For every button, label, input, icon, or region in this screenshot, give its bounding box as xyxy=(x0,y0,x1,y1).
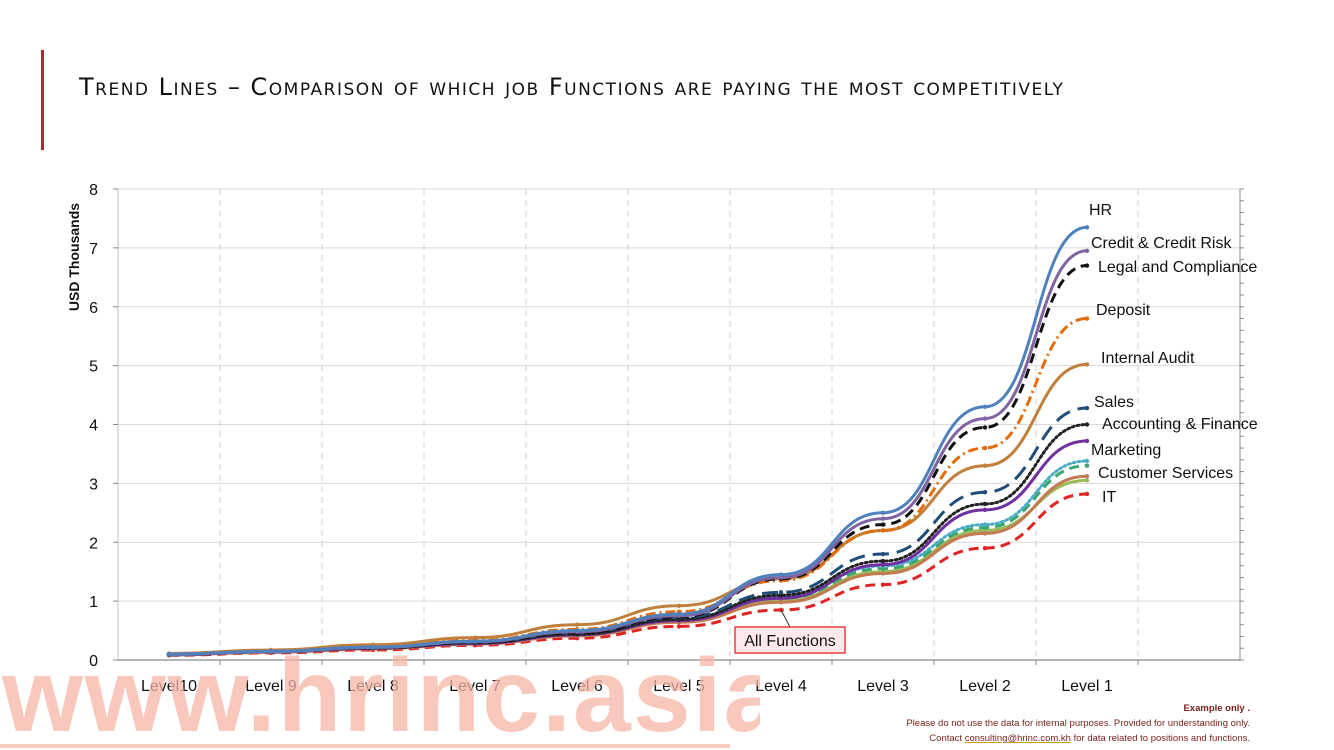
series-point xyxy=(982,522,988,527)
disclaimer-usage-note: Please do not use the data for internal … xyxy=(906,718,1250,729)
contact-email-link[interactable]: consulting@hrinc.com.kh xyxy=(964,733,1071,744)
series-point xyxy=(1084,405,1090,411)
contact-suffix: for data related to positions and functi… xyxy=(1070,733,1250,744)
series-point xyxy=(880,516,886,521)
series-end-label: Customer Services xyxy=(1098,465,1233,482)
callout-leader-line xyxy=(780,609,791,628)
series-point xyxy=(268,648,274,654)
series-point xyxy=(166,651,172,657)
y-tick-label: 2 xyxy=(89,535,98,552)
series-point xyxy=(370,644,376,650)
series-point xyxy=(1084,463,1090,468)
disclaimer-example-note: Example only . xyxy=(1183,703,1250,714)
tick-labels: 0 1 2 3 4 5 6 7 8 Level10 Level 9 Level 8 Level 7 Lev… xyxy=(89,182,1113,695)
disclaimer-contact-line: Contact consulting@hrinc.com.kh for data… xyxy=(730,731,1250,746)
series-point xyxy=(778,572,784,577)
y-tick-label: 6 xyxy=(89,300,98,317)
series-point xyxy=(982,425,988,430)
series-point xyxy=(880,551,886,557)
callout-label: All Functions xyxy=(744,633,836,650)
series-end-label: Accounting & Finance xyxy=(1102,416,1258,433)
series-point xyxy=(880,522,886,527)
series-point xyxy=(880,558,886,564)
x-tick-label: Level 6 xyxy=(551,678,603,695)
watermark: www.hrinc.asia xyxy=(0,655,760,750)
series-point xyxy=(982,445,988,451)
series-point xyxy=(1084,248,1090,254)
x-tick-label: Level 3 xyxy=(857,678,909,695)
series-point xyxy=(1084,316,1090,321)
y-tick-label: 8 xyxy=(89,182,98,199)
series-point xyxy=(676,603,682,609)
series-end-label: Credit & Credit Risk xyxy=(1091,235,1232,252)
series-point xyxy=(1084,263,1090,268)
series-point xyxy=(982,501,988,507)
y-tick-label: 0 xyxy=(89,653,98,670)
y-tick-label: 5 xyxy=(89,359,98,376)
series-point xyxy=(982,490,988,495)
series-point xyxy=(982,404,988,410)
chart-series xyxy=(166,225,1090,658)
series-point xyxy=(1084,225,1090,230)
series-point xyxy=(880,528,886,533)
x-tick-label: Level 1 xyxy=(1061,678,1113,695)
series-point xyxy=(472,638,478,644)
series-point xyxy=(982,507,988,513)
x-tick-label: Level10 xyxy=(141,678,197,695)
y-tick-label: 1 xyxy=(89,594,98,611)
x-tick-label: Level 9 xyxy=(245,678,297,695)
series-point xyxy=(676,624,682,629)
watermark-text: www.hrinc.asia xyxy=(2,655,760,750)
series-point xyxy=(982,416,988,421)
series-end-label: HR xyxy=(1089,202,1112,219)
series-point xyxy=(1084,438,1090,444)
chart-axes xyxy=(113,188,1244,665)
series-point xyxy=(1084,491,1090,497)
chart-grid xyxy=(118,188,1240,660)
x-tick-label: Level 7 xyxy=(449,678,501,695)
y-axis-title: USD Thousands xyxy=(66,203,82,311)
series-point xyxy=(778,600,784,605)
series-line xyxy=(168,492,1088,657)
series-point xyxy=(1084,362,1090,367)
series-point xyxy=(1084,478,1090,483)
series-end-label: IT xyxy=(1102,489,1116,506)
series-point xyxy=(1084,474,1090,479)
disclaimer: Example only . Please do not use the dat… xyxy=(730,701,1250,746)
series-end-label: Sales xyxy=(1094,394,1134,411)
series-point xyxy=(880,571,886,576)
series-end-label: Internal Audit xyxy=(1101,350,1195,367)
slide-title: Trend Lines – Comparison of which job Fu… xyxy=(79,73,1065,101)
series-end-label: Deposit xyxy=(1096,302,1151,319)
series-point xyxy=(880,582,886,587)
series-point xyxy=(574,628,580,633)
y-tick-label: 7 xyxy=(89,241,98,258)
x-tick-label: Level 5 xyxy=(653,678,705,695)
contact-prefix: Contact xyxy=(929,733,965,744)
series-end-label: Legal and Compliance xyxy=(1098,259,1257,276)
series-point xyxy=(880,562,886,567)
watermark-underline xyxy=(0,744,730,748)
y-tick-label: 3 xyxy=(89,476,98,493)
x-tick-label: Level 4 xyxy=(755,678,807,695)
series-end-label: Marketing xyxy=(1091,442,1161,459)
y-tick-label: 4 xyxy=(89,418,98,435)
series-point xyxy=(1084,422,1090,427)
x-tick-label: Level 2 xyxy=(959,678,1011,695)
series-point xyxy=(676,611,682,617)
callout-box xyxy=(734,626,846,654)
series-point xyxy=(982,463,988,468)
x-tick-label: Level 8 xyxy=(347,678,399,695)
series-point xyxy=(574,622,580,627)
series-labels: HR Credit & Credit Risk Legal and Complian… xyxy=(1089,202,1258,506)
series-point xyxy=(982,545,988,551)
series-point xyxy=(880,510,886,516)
all-functions-callout: All Functions xyxy=(734,609,846,654)
series-point xyxy=(982,531,988,536)
series-line xyxy=(168,362,1088,655)
series-point xyxy=(778,590,784,595)
series-point xyxy=(1084,458,1090,464)
title-accent-bar xyxy=(41,50,44,150)
